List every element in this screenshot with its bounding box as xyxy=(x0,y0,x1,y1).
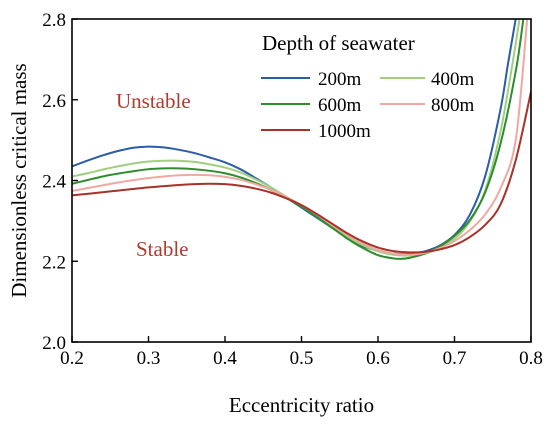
plot-frame xyxy=(71,18,532,343)
y-tick-label: 2.0 xyxy=(42,333,66,354)
x-tick-label: 0.7 xyxy=(443,348,467,369)
legend-title: Depth of seawater xyxy=(262,31,415,55)
y-tick-label: 2.6 xyxy=(42,91,66,112)
legend-label-600m: 600m xyxy=(318,95,362,116)
legend-label-1000m: 1000m xyxy=(318,121,371,142)
annotation-stable: Stable xyxy=(136,237,189,261)
x-tick-label: 0.8 xyxy=(519,348,543,369)
series-line-1000m xyxy=(72,91,531,254)
series-layer xyxy=(72,19,531,260)
y-tick-label: 2.2 xyxy=(42,252,66,273)
legend-label-800m: 800m xyxy=(431,95,475,116)
x-tick-label: 0.4 xyxy=(213,348,237,369)
y-axis-title: Dimensionless critical mass xyxy=(7,63,31,297)
x-tick-label: 0.3 xyxy=(137,348,161,369)
y-tick-label: 2.8 xyxy=(42,10,66,31)
x-tick-label: 0.6 xyxy=(366,348,390,369)
x-tick-label: 0.2 xyxy=(60,348,84,369)
x-axis-title: Eccentricity ratio xyxy=(229,393,374,417)
ticks-layer: 0.2 0.3 0.4 0.5 0.6 0.7 0.8 2.0 2.2 2.4 2.6 2.8 xyxy=(42,10,543,369)
legend-label-400m: 400m xyxy=(431,69,475,90)
series-line-600m xyxy=(72,19,525,260)
legend: Depth of seawater 200m 400m 600m 800m 10… xyxy=(261,31,475,142)
x-tick-label: 0.5 xyxy=(290,348,314,369)
legend-label-200m: 200m xyxy=(318,69,362,90)
annotation-unstable: Unstable xyxy=(116,89,191,113)
y-tick-label: 2.4 xyxy=(42,172,66,193)
